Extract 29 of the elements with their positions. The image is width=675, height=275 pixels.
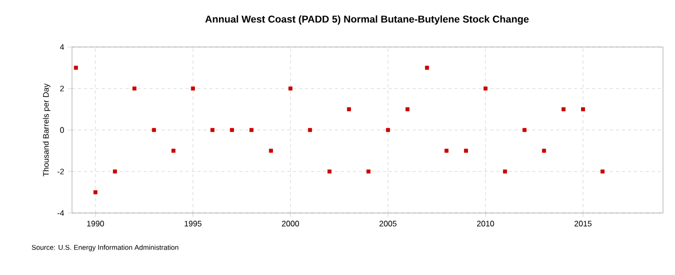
point <box>386 128 390 132</box>
point <box>308 128 312 132</box>
point <box>484 86 488 90</box>
point <box>288 86 292 90</box>
point <box>346 107 351 112</box>
point <box>581 107 586 112</box>
point <box>93 190 98 194</box>
point <box>132 86 136 90</box>
point <box>562 107 566 112</box>
point <box>464 148 468 153</box>
chart-title: Annual West Coast (PADD 5) Normal Butane-Butylene Stock Change <box>205 15 529 25</box>
point <box>249 128 254 132</box>
point <box>74 66 78 70</box>
point <box>406 107 410 112</box>
point <box>230 128 234 132</box>
point <box>268 148 273 153</box>
point <box>600 170 605 174</box>
point <box>425 66 429 70</box>
point <box>522 128 527 132</box>
point <box>190 86 195 90</box>
point <box>112 170 117 174</box>
point <box>366 170 370 174</box>
point <box>503 170 508 174</box>
point <box>327 170 332 174</box>
point <box>171 148 176 153</box>
point <box>152 128 156 132</box>
point <box>210 128 214 132</box>
point <box>444 148 448 153</box>
point <box>542 148 546 153</box>
